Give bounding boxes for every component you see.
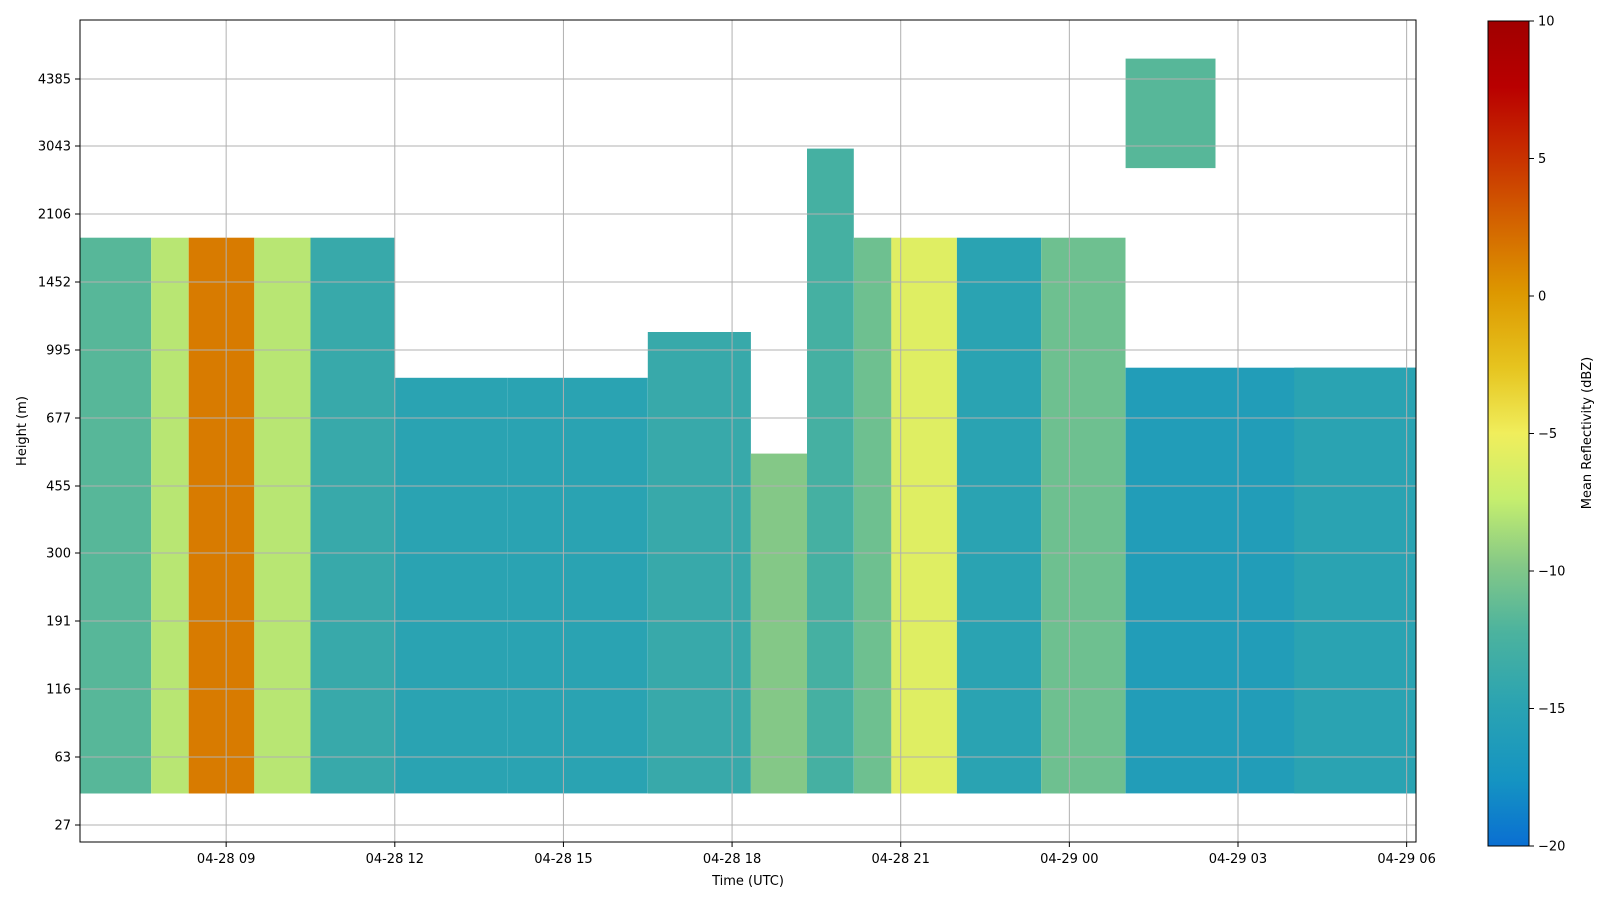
data-layer xyxy=(80,58,1416,794)
y-tick-label: 300 xyxy=(46,547,71,562)
heatmap-column xyxy=(80,237,152,794)
heatmap-column xyxy=(956,237,1042,794)
heatmap-column xyxy=(750,453,807,794)
heatmap-column xyxy=(507,377,648,794)
heatmap-column xyxy=(1125,58,1216,169)
y-tick-label: 1452 xyxy=(38,276,71,291)
grid-layer xyxy=(80,20,1416,842)
heatmap-column xyxy=(394,377,508,794)
y-tick-label: 3043 xyxy=(38,140,71,155)
heatmap-column xyxy=(891,237,957,794)
colorbar-tick-label: 10 xyxy=(1538,15,1555,30)
colorbar-tick-label: 0 xyxy=(1538,290,1546,305)
x-tick-label: 04-29 00 xyxy=(1040,852,1098,867)
heatmap-column xyxy=(1041,237,1126,794)
x-tick-label: 04-28 15 xyxy=(534,852,592,867)
colorbar-tick-label: −5 xyxy=(1538,427,1557,442)
heatmap-column xyxy=(853,237,892,794)
plot-frame xyxy=(79,19,1417,843)
y-axis-label: Height (m) xyxy=(15,396,30,466)
y-tick-label: 27 xyxy=(54,819,71,834)
x-tick-label: 04-28 09 xyxy=(197,852,255,867)
x-axis-label: Time (UTC) xyxy=(711,874,784,889)
y-axis: 27 63 116 191 300 455 677 995 1452 2106 3043 4385 xyxy=(38,73,80,834)
y-tick-label: 2106 xyxy=(38,208,71,223)
y-tick-label: 677 xyxy=(46,412,71,427)
y-tick-label: 116 xyxy=(46,683,71,698)
x-tick-label: 04-28 18 xyxy=(703,852,761,867)
colorbar xyxy=(1487,20,1530,847)
y-tick-label: 63 xyxy=(54,751,71,766)
heatmap-column xyxy=(188,237,255,794)
colorbar-ticks: 10 5 0 −5 −10 −15 −20 xyxy=(1529,15,1565,855)
y-tick-label: 191 xyxy=(46,615,71,630)
x-axis: 04-28 09 04-28 12 04-28 15 04-28 18 04-28 21… xyxy=(197,842,1436,867)
y-tick-label: 995 xyxy=(46,344,71,359)
colorbar-tick-label: −15 xyxy=(1538,702,1565,717)
x-tick-label: 04-28 12 xyxy=(366,852,424,867)
x-tick-label: 04-29 06 xyxy=(1377,852,1435,867)
colorbar-label: Mean Reflectivity (dBZ) xyxy=(1580,357,1595,510)
heatmap-column xyxy=(647,332,751,794)
heatmap-column xyxy=(807,148,854,794)
colorbar-tick-label: −10 xyxy=(1538,565,1565,580)
heatmap-column xyxy=(151,237,189,794)
y-tick-label: 4385 xyxy=(38,73,71,88)
heatmap-column xyxy=(310,237,395,794)
heatmap-column xyxy=(254,237,311,794)
y-tick-label: 455 xyxy=(46,480,71,495)
x-tick-label: 04-28 21 xyxy=(871,852,929,867)
heatmap-column xyxy=(1294,367,1416,794)
colorbar-tick-label: −20 xyxy=(1538,840,1565,855)
colorbar-tick-label: 5 xyxy=(1538,152,1546,167)
x-tick-label: 04-29 03 xyxy=(1209,852,1267,867)
